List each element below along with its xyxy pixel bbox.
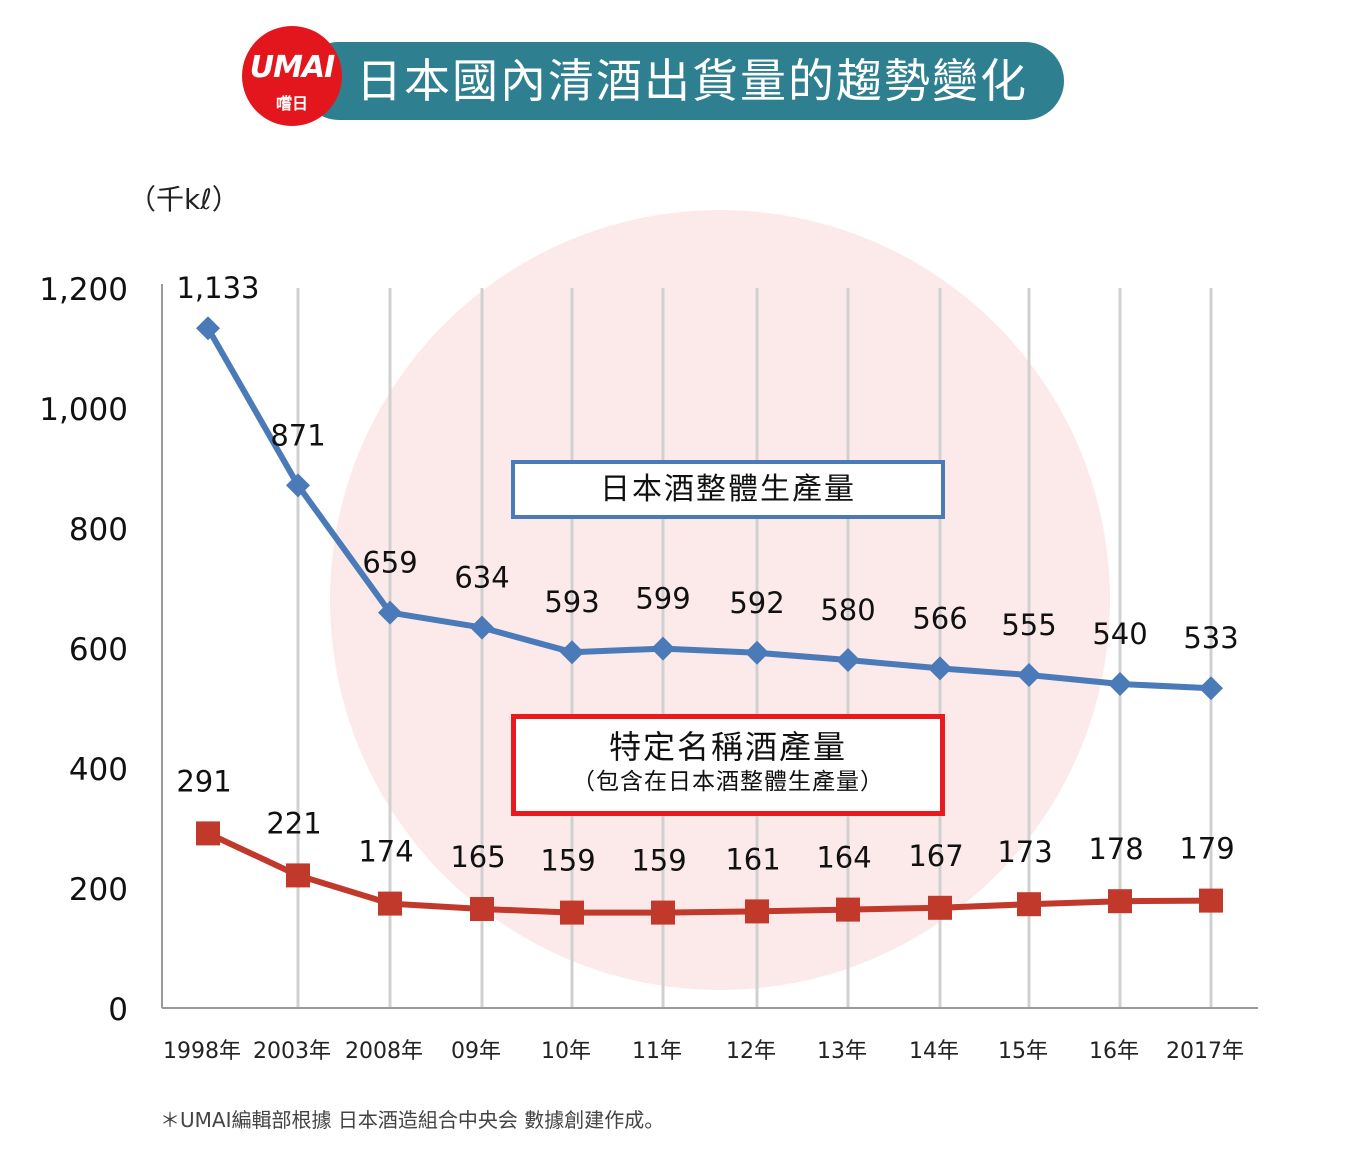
x-tick-label: 15年	[998, 1039, 1048, 1064]
data-point	[1199, 888, 1223, 913]
y-tick-label: 600	[69, 632, 128, 668]
data-point	[745, 640, 769, 665]
data-point	[836, 648, 860, 672]
series-special-designation: 291 221 174 165 159 159 161 164 167 173 178 179	[176, 764, 1235, 925]
series-line	[205, 326, 1212, 692]
data-label: 580	[820, 593, 875, 627]
chart-title: 日本國內清酒出貨量的趨勢變化	[356, 54, 1028, 108]
x-tick-label: 2017年	[1166, 1039, 1244, 1064]
y-tick-label: 800	[69, 512, 128, 548]
data-point	[745, 899, 769, 924]
data-point	[378, 600, 402, 625]
data-label: 566	[912, 601, 967, 635]
x-tick-label: 10年	[541, 1039, 591, 1064]
data-label: 593	[544, 585, 599, 619]
legend-special-note: （包含在日本酒整體生產量）	[572, 769, 884, 795]
x-tick-label: 14年	[909, 1039, 959, 1064]
x-tick-label: 1998年	[163, 1039, 241, 1064]
data-label: 634	[454, 561, 509, 595]
data-point	[928, 895, 952, 920]
data-point	[651, 636, 675, 661]
y-tick-label: 1,000	[39, 392, 128, 428]
x-tick-label: 2008年	[345, 1039, 423, 1064]
y-unit-label: （千kℓ）	[128, 183, 240, 216]
data-point	[560, 900, 584, 925]
title-banner	[300, 42, 1064, 120]
data-point	[1108, 672, 1132, 696]
series-line	[206, 830, 1212, 916]
data-label: 161	[725, 842, 780, 876]
x-tick-label: 16年	[1089, 1039, 1139, 1064]
series-total-production: 1,133 871 659 634 593 599 592 580 566 555 540 533	[176, 271, 1239, 701]
data-label: 592	[729, 586, 784, 620]
data-label: 291	[176, 764, 231, 798]
x-tick-label: 12年	[726, 1039, 776, 1064]
y-tick-label: 0	[108, 992, 128, 1028]
source-footnote: ＊UMAI編輯部根據 日本酒造組合中央会 數據創建作成。	[160, 1108, 665, 1132]
data-label: 173	[997, 835, 1052, 869]
data-point	[1017, 892, 1041, 917]
y-tick-label: 400	[69, 752, 128, 788]
x-tick-label: 11年	[632, 1039, 682, 1064]
y-tick-labels: 0 200 400 600 800 1,000 1,200	[39, 272, 128, 1028]
data-point	[651, 900, 675, 925]
data-label: 178	[1088, 832, 1143, 866]
data-label: 1,133	[176, 271, 259, 305]
legend-special-label: 特定名稱酒產量	[608, 728, 847, 766]
data-point	[470, 615, 494, 640]
y-tick-label: 200	[69, 872, 128, 908]
data-point	[928, 656, 952, 681]
legend-total-label: 日本酒整體生產量	[600, 472, 856, 507]
data-point	[378, 891, 402, 916]
data-label: 555	[1001, 608, 1056, 642]
data-point	[286, 863, 310, 888]
data-point	[1199, 676, 1223, 701]
data-label: 533	[1183, 621, 1238, 655]
data-point	[196, 821, 220, 846]
legend-special-designation: 特定名稱酒產量 （包含在日本酒整體生產量）	[511, 714, 945, 816]
data-point	[1108, 889, 1132, 914]
data-point	[836, 897, 860, 922]
data-label: 165	[450, 840, 505, 874]
logo-subtext: 嚐日	[275, 94, 308, 113]
logo-text: UMAI	[249, 50, 336, 85]
y-tick-label: 1,200	[39, 272, 128, 308]
data-label: 174	[358, 835, 413, 869]
x-tick-label: 09年	[451, 1039, 501, 1064]
data-point	[1017, 663, 1041, 687]
data-point	[560, 640, 584, 665]
x-tick-label: 2003年	[253, 1039, 331, 1064]
legend-total-production: 日本酒整體生產量	[511, 460, 945, 519]
data-label: 159	[631, 844, 686, 878]
data-label: 167	[908, 839, 963, 873]
data-label: 221	[266, 806, 321, 840]
data-label: 159	[540, 844, 595, 878]
axes	[161, 284, 1258, 1009]
x-tick-label: 13年	[817, 1039, 867, 1064]
data-label: 659	[362, 546, 417, 580]
x-tick-labels: 1998年 2003年 2008年 09年 10年 11年 12年 13年 14年 15年 16年 2…	[163, 1039, 1244, 1064]
umai-logo: UMAI 嚐日	[242, 26, 342, 126]
data-point	[470, 897, 494, 921]
data-label: 871	[270, 418, 325, 452]
data-label: 540	[1092, 617, 1147, 651]
data-point	[196, 316, 220, 341]
data-label: 164	[816, 841, 871, 875]
data-point	[286, 473, 310, 498]
data-label: 179	[1179, 832, 1234, 866]
data-label: 599	[635, 582, 690, 616]
